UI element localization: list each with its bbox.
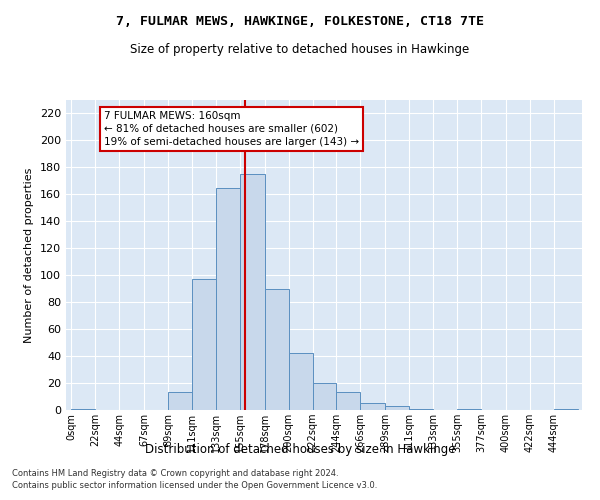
Text: Contains HM Land Registry data © Crown copyright and database right 2024.: Contains HM Land Registry data © Crown c… (12, 468, 338, 477)
Text: 7, FULMAR MEWS, HAWKINGE, FOLKESTONE, CT18 7TE: 7, FULMAR MEWS, HAWKINGE, FOLKESTONE, CT… (116, 15, 484, 28)
Bar (216, 188, 240, 410)
Text: 7 FULMAR MEWS: 160sqm
← 81% of detached houses are smaller (602)
19% of semi-det: 7 FULMAR MEWS: 160sqm ← 81% of detached … (104, 111, 359, 147)
Bar (361, 404, 385, 410)
Bar (265, 288, 289, 410)
Bar (554, 408, 578, 410)
Bar (409, 408, 433, 410)
Bar (313, 383, 337, 410)
Bar (71, 408, 95, 410)
Bar (240, 174, 265, 410)
Bar (337, 392, 361, 410)
Text: Size of property relative to detached houses in Hawkinge: Size of property relative to detached ho… (130, 42, 470, 56)
Bar (168, 392, 192, 410)
Text: Distribution of detached houses by size in Hawkinge: Distribution of detached houses by size … (145, 442, 455, 456)
Bar (385, 406, 409, 410)
Text: Contains public sector information licensed under the Open Government Licence v3: Contains public sector information licen… (12, 481, 377, 490)
Bar (289, 354, 313, 410)
Y-axis label: Number of detached properties: Number of detached properties (25, 168, 34, 342)
Bar (192, 280, 216, 410)
Bar (457, 408, 481, 410)
